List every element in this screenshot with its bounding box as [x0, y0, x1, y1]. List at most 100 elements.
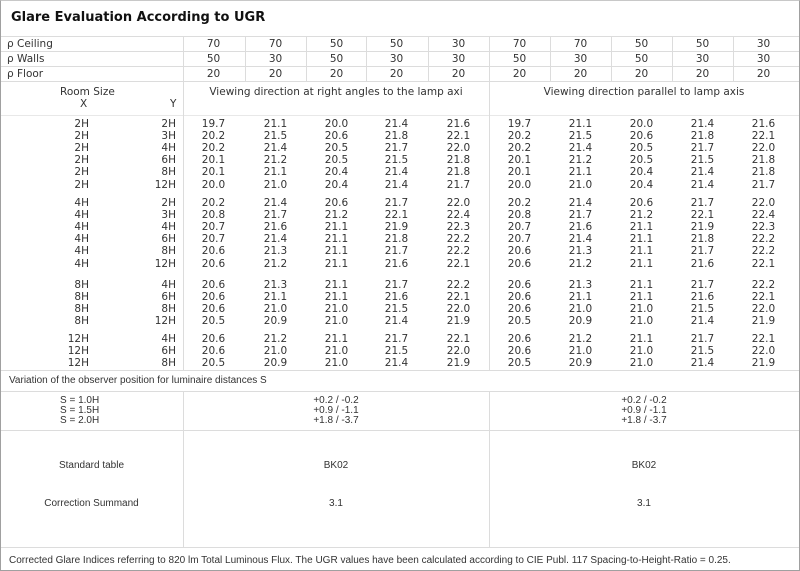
ugr-value: 21.3	[263, 245, 288, 258]
ugr-value: 21.8	[446, 166, 471, 179]
divider	[366, 36, 367, 81]
ugr-value: 21.7	[751, 178, 776, 191]
ugr-value: 21.5	[263, 130, 288, 143]
divider	[611, 36, 612, 81]
ugr-value: 22.4	[446, 209, 471, 222]
ugr-value: 20.6	[324, 130, 349, 143]
ugr-value: 22.3	[446, 221, 471, 234]
ugr-value: 21.7	[384, 333, 409, 345]
table-row: 2H 8H 20.1 21.1 20.4 21.4 21.8 20.1 21.1 20.4 21.4…	[0, 166, 800, 178]
ugr-value: 21.9	[384, 221, 409, 234]
table-row: 4H 2H 20.2 21.4 20.6 21.7 22.0 20.2 21.4 20.6 21.7…	[0, 197, 800, 209]
ugr-value: 22.0	[751, 197, 776, 209]
ugr-value: 21.2	[568, 257, 593, 270]
ugr-value: 20.6	[201, 345, 226, 358]
reflectance-value: 70	[206, 38, 221, 50]
variation-value: +0.2 / -0.2	[313, 395, 359, 406]
divider	[1, 66, 799, 67]
ugr-value: 20.6	[201, 333, 226, 345]
ugr-value: 20.2	[201, 142, 226, 155]
ugr-value: 21.6	[384, 291, 409, 304]
reflectance-value: 70	[512, 38, 527, 50]
table-row: 4H 12H 20.6 21.2 21.1 21.6 22.1 20.6 21.2 21.1 21.…	[0, 258, 800, 270]
divider	[1, 51, 799, 52]
ugr-value: 21.7	[690, 245, 715, 258]
variation-value: +0.9 / -1.1	[313, 405, 359, 416]
reflectance-value: 30	[573, 53, 588, 65]
ugr-value: 22.1	[446, 333, 471, 345]
ugr-value: 21.2	[263, 333, 288, 345]
s-label: S = 1.5H	[60, 405, 100, 416]
divider	[489, 391, 490, 547]
ugr-value: 21.7	[690, 279, 715, 291]
ugr-value: 21.2	[629, 209, 654, 222]
ugr-value: 20.0	[507, 178, 532, 191]
ugr-value: 20.8	[201, 209, 226, 222]
ugr-value: 22.2	[446, 245, 471, 258]
ugr-value: 20.4	[629, 166, 654, 179]
room-y: 6H	[161, 154, 176, 167]
standard-table-label: Standard table	[58, 460, 125, 471]
ugr-value: 20.0	[201, 178, 226, 191]
room-y: 8H	[161, 245, 176, 258]
divider	[245, 36, 246, 81]
divider	[428, 36, 429, 81]
ugr-value: 21.7	[690, 142, 715, 155]
reflectance-value: 20	[512, 68, 527, 80]
ugr-value: 22.0	[751, 142, 776, 155]
ugr-value: 21.1	[629, 333, 654, 345]
ugr-value: 20.6	[507, 279, 532, 291]
ugr-value: 21.0	[263, 178, 288, 191]
room-x: 8H	[74, 291, 89, 304]
ugr-value: 21.2	[324, 209, 349, 222]
ugr-value: 21.8	[384, 130, 409, 143]
ugr-value: 21.0	[629, 315, 654, 328]
ugr-value: 21.7	[384, 197, 409, 209]
ugr-value: 20.6	[507, 345, 532, 358]
room-x: 2H	[74, 142, 89, 155]
room-y: 2H	[161, 197, 176, 209]
reflectance-value: 50	[389, 38, 404, 50]
direction-parallel-heading: Viewing direction parallel to lamp axis	[543, 86, 745, 98]
table-row: 8H 8H 20.6 21.0 21.0 21.5 22.0 20.6 21.0 21.0 21.5…	[0, 303, 800, 315]
ugr-value: 22.1	[446, 130, 471, 143]
room-x: 12H	[67, 357, 89, 370]
ugr-value: 21.4	[690, 118, 715, 130]
reflectance-value: 20	[695, 68, 710, 80]
reflectance-value: 50	[329, 38, 344, 50]
ugr-value: 20.6	[507, 245, 532, 258]
divider	[1, 391, 799, 392]
ugr-value: 20.1	[201, 166, 226, 179]
ugr-value: 21.0	[324, 315, 349, 328]
ugr-value: 21.1	[629, 279, 654, 291]
ugr-value: 21.5	[690, 303, 715, 316]
ugr-value: 21.0	[324, 345, 349, 358]
correction-summand-label: Correction Summand	[44, 498, 139, 509]
ugr-value: 21.8	[690, 130, 715, 143]
ugr-value: 21.5	[384, 303, 409, 316]
ugr-value: 21.8	[446, 154, 471, 167]
ugr-value: 20.4	[629, 178, 654, 191]
ugr-value: 22.0	[446, 142, 471, 155]
ugr-value: 21.8	[751, 166, 776, 179]
ugr-value: 21.1	[568, 118, 593, 130]
table-row: 2H 6H 20.1 21.2 20.5 21.5 21.8 20.1 21.2 20.5 21.5…	[0, 154, 800, 166]
ugr-value: 21.9	[751, 315, 776, 328]
reflectance-value: 20	[268, 68, 283, 80]
room-x: 4H	[74, 221, 89, 234]
ugr-value: 21.6	[263, 221, 288, 234]
ugr-value: 20.1	[507, 154, 532, 167]
reflectance-value: 20	[451, 68, 466, 80]
s-label: S = 1.0H	[60, 395, 100, 406]
ugr-value: 22.0	[751, 345, 776, 358]
table-row: 4H 6H 20.7 21.4 21.1 21.8 22.2 20.7 21.4 21.1 21.8…	[0, 233, 800, 245]
ugr-value: 21.6	[690, 291, 715, 304]
divider	[1, 370, 799, 371]
ugr-value: 21.1	[629, 245, 654, 258]
ugr-value: 21.4	[568, 142, 593, 155]
room-y: 2H	[161, 118, 176, 130]
ugr-value: 20.6	[201, 303, 226, 316]
ugr-value: 20.6	[201, 257, 226, 270]
table-row: 12H 4H 20.6 21.2 21.1 21.7 22.1 20.6 21.2 21.1 21.…	[0, 333, 800, 345]
room-x: 4H	[74, 209, 89, 222]
